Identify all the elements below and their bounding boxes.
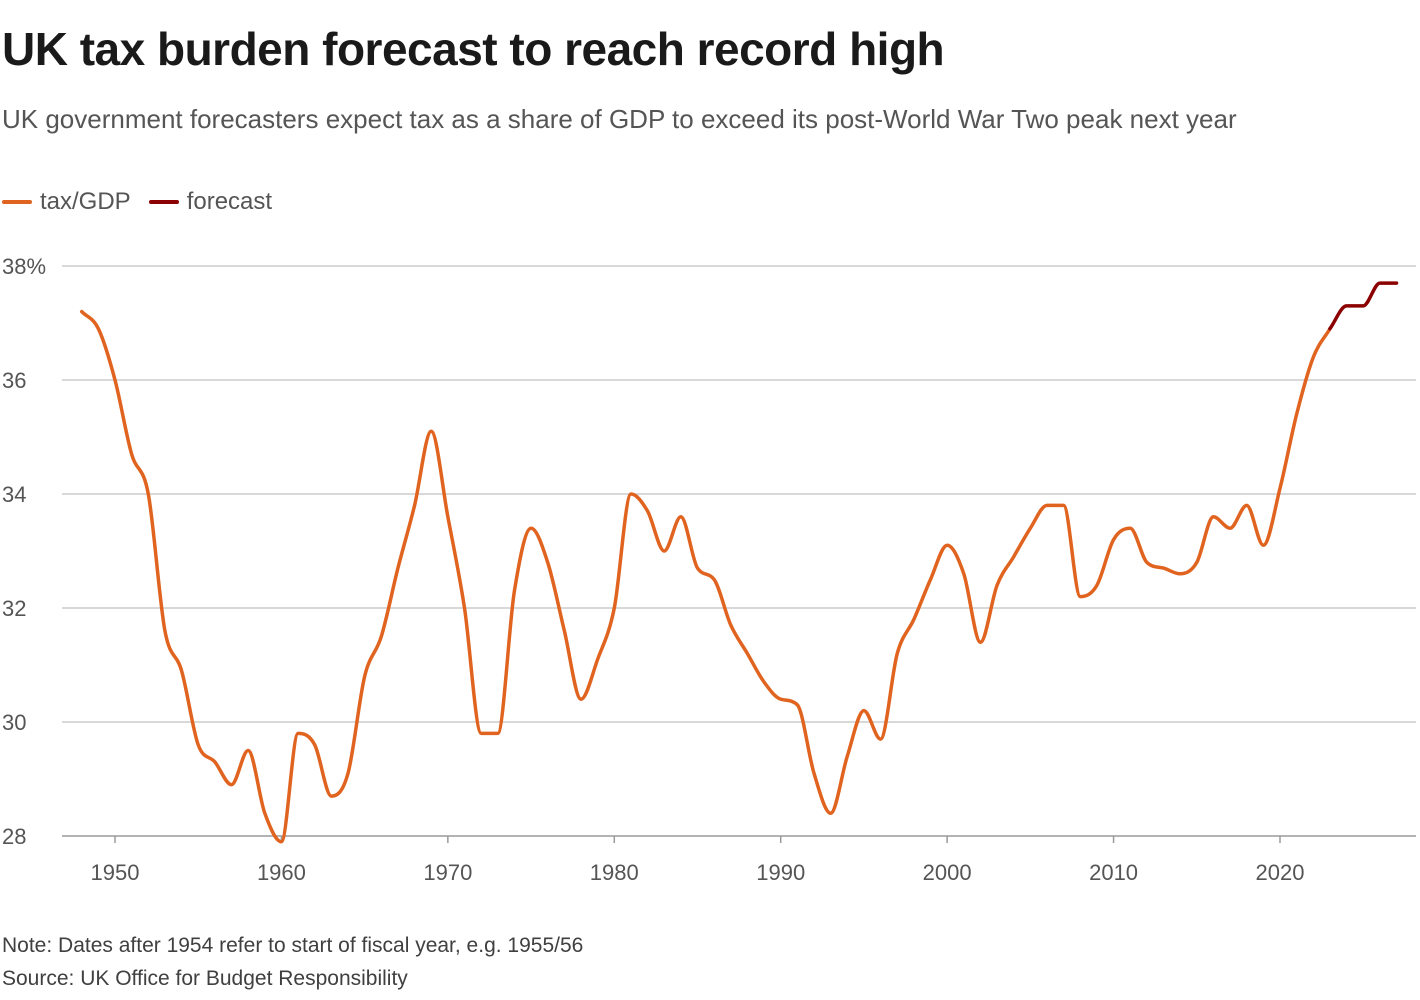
y-tick-label-32: 32 bbox=[2, 596, 26, 621]
y-tick-label-28: 28 bbox=[2, 824, 26, 849]
series-line-tax-gdp bbox=[79, 309, 1332, 844]
legend-label-forecast: forecast bbox=[186, 188, 273, 215]
x-tick-label-2000: 2000 bbox=[923, 860, 972, 885]
x-tick-label-1960: 1960 bbox=[257, 860, 306, 885]
chart-title: UK tax burden forecast to reach record h… bbox=[2, 23, 945, 75]
x-axis-ticks: 1950 1960 1970 1980 1990 2000 2010 2020 bbox=[91, 836, 1305, 885]
legend: tax/GDP forecast bbox=[2, 188, 290, 216]
y-tick-label-34: 34 bbox=[2, 482, 26, 507]
grid-lines bbox=[62, 265, 1416, 837]
legend-item-tax-gdp: tax/GDP bbox=[2, 188, 131, 216]
y-tick-label-38: 38% bbox=[2, 254, 46, 279]
x-tick-label-1970: 1970 bbox=[423, 860, 472, 885]
series-line-forecast bbox=[1328, 281, 1399, 331]
x-tick-label-2020: 2020 bbox=[1256, 860, 1305, 885]
x-tick-label-1980: 1980 bbox=[590, 860, 639, 885]
chart-source: Source: UK Office for Budget Responsibil… bbox=[2, 967, 408, 990]
legend-label-tax-gdp: tax/GDP bbox=[40, 188, 131, 215]
legend-item-forecast: forecast bbox=[148, 188, 273, 216]
x-tick-label-1990: 1990 bbox=[756, 860, 805, 885]
line-chart: 28 30 32 34 36 38% 1950 1960 1970 1980 1990 2000 20… bbox=[2, 254, 1416, 885]
series-lines bbox=[79, 281, 1399, 844]
legend-swatch-tax-gdp bbox=[2, 200, 32, 204]
chart-subtitle: UK government forecasters expect tax as … bbox=[2, 104, 1237, 134]
y-tick-label-30: 30 bbox=[2, 710, 26, 735]
legend-swatch-forecast bbox=[148, 200, 179, 204]
x-tick-label-2010: 2010 bbox=[1089, 860, 1138, 885]
y-tick-label-36: 36 bbox=[2, 368, 26, 393]
x-tick-label-1950: 1950 bbox=[91, 860, 140, 885]
chart-note: Note: Dates after 1954 refer to start of… bbox=[2, 934, 584, 957]
y-axis-ticks: 28 30 32 34 36 38% bbox=[2, 254, 46, 849]
